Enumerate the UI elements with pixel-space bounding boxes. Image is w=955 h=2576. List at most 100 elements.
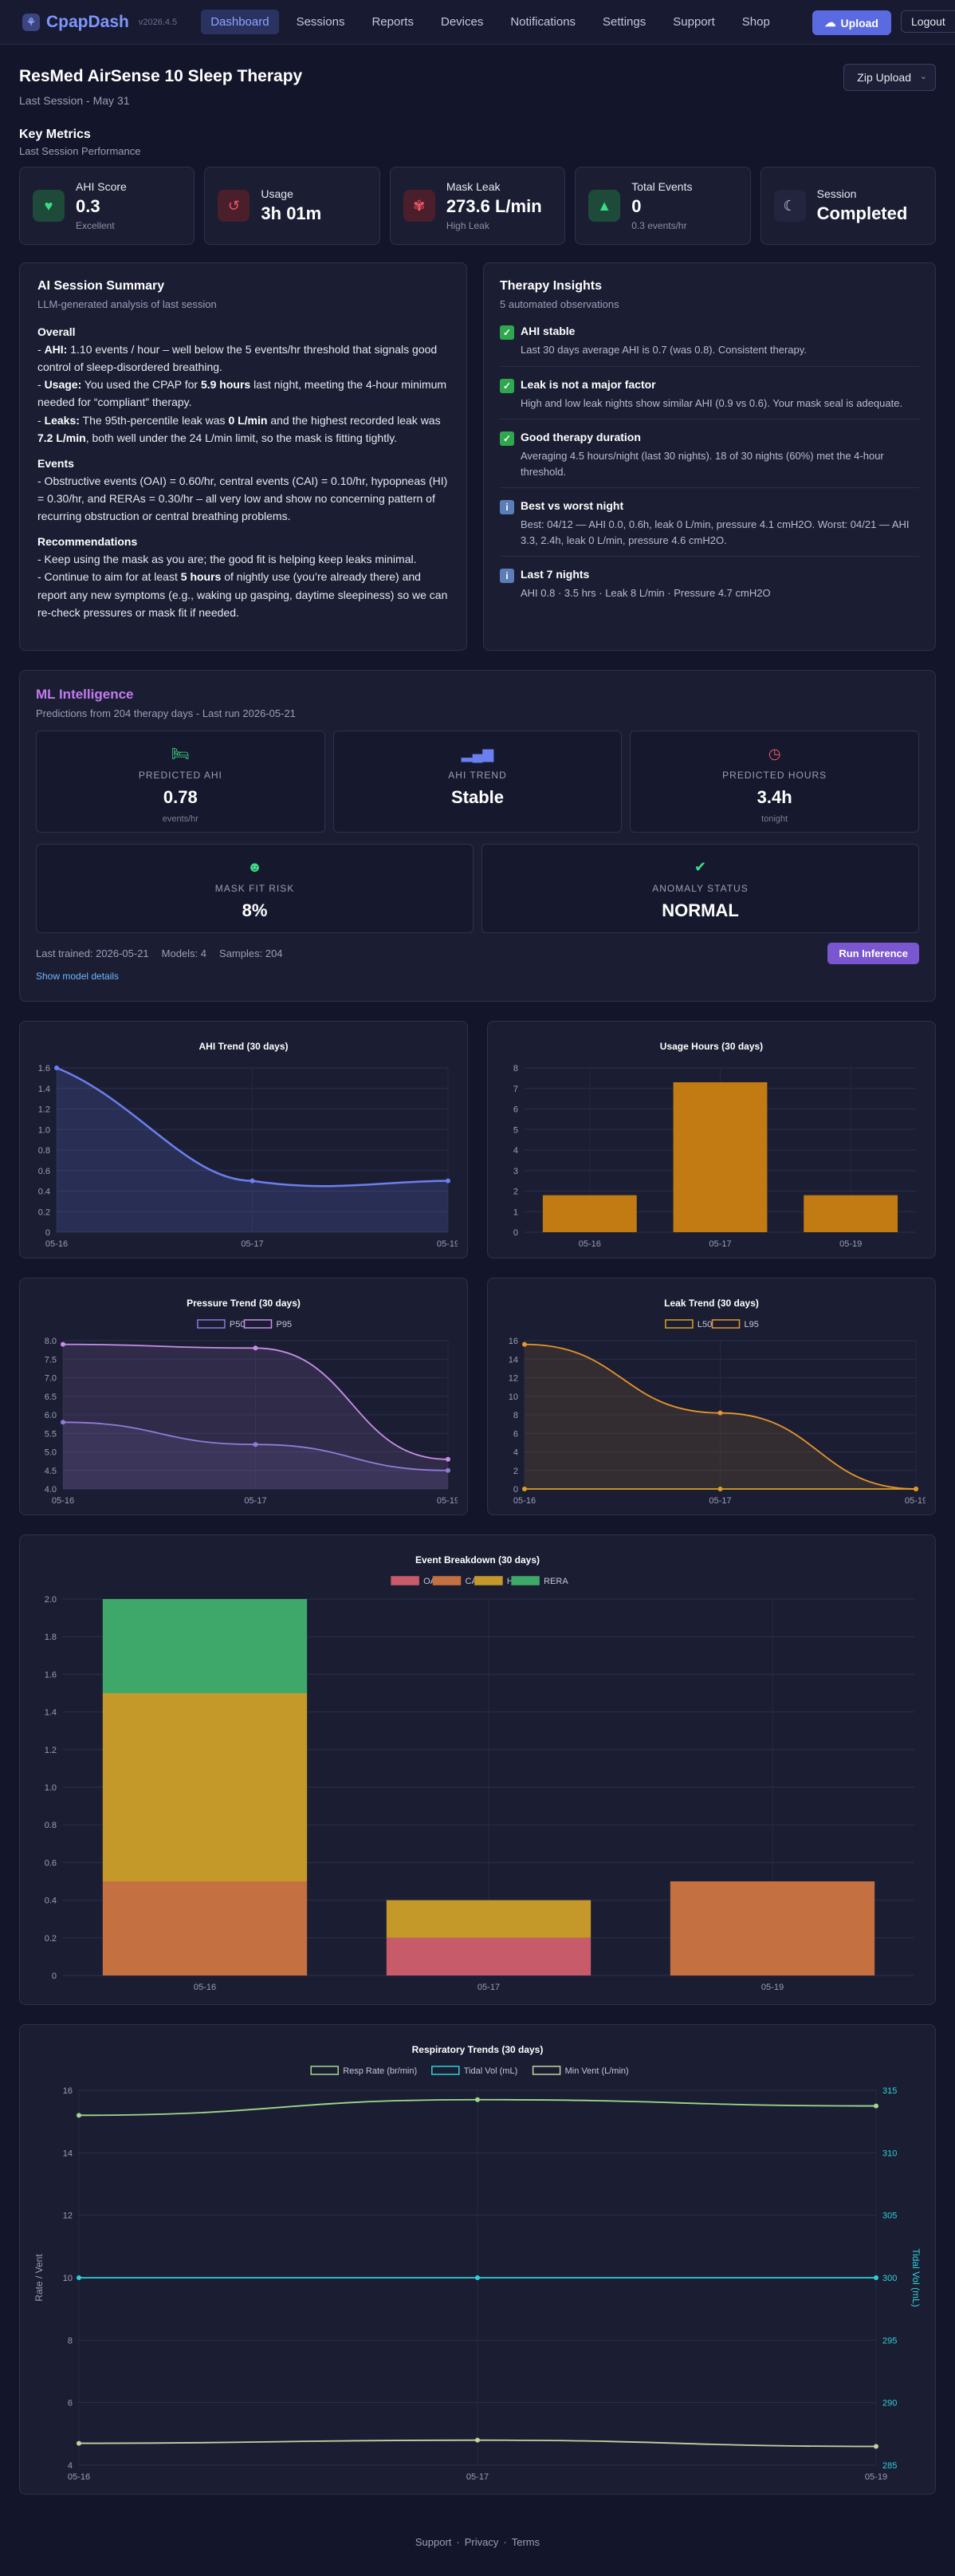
summary-row: AI Session Summary LLM-generated analysi… — [19, 262, 936, 651]
y-tick-label: 0.4 — [38, 1188, 50, 1197]
insight-item: ✓ AHI stable Last 30 days average AHI is 0… — [500, 313, 919, 367]
y2-tick-label: 300 — [882, 2274, 897, 2283]
series-line — [62, 1343, 449, 1460]
y-tick-label: 1.0 — [45, 1783, 57, 1793]
y-tick-label: 1.8 — [45, 1633, 57, 1642]
legend-label: P95 — [277, 1320, 293, 1329]
run-inference-button[interactable]: Run Inference — [827, 943, 919, 964]
y-tick-label: 8 — [68, 2336, 73, 2346]
x-tick-label: 05-19 — [437, 1496, 458, 1506]
check-circle-icon: ✔ — [694, 859, 707, 875]
ahi-trend-box: ▂▄▆ AHI TREND Stable — [332, 731, 623, 833]
x-tick-label: 05-17 — [241, 1239, 263, 1249]
y-tick-label: 0.6 — [45, 1858, 57, 1868]
x-tick-label: 05-19 — [761, 1983, 784, 1992]
nav-reports[interactable]: Reports — [371, 15, 414, 29]
version-label: v2026.4.5 — [138, 17, 178, 27]
y-tick-label: 0 — [52, 1971, 57, 1981]
y2-tick-label: 315 — [882, 2086, 897, 2096]
respiratory-trends-chart: Respiratory Trends (30 days) 4 6 8 10 12 14 16… — [19, 2024, 936, 2495]
stacked-bar-segment — [102, 1693, 308, 1881]
data-point — [874, 2444, 878, 2449]
nav-settings[interactable]: Settings — [603, 15, 646, 29]
stacked-bar-segment — [102, 1599, 308, 1693]
nav-devices[interactable]: Devices — [440, 15, 484, 29]
y-tick-label: 4 — [513, 1146, 518, 1156]
footer-separator: · — [503, 2536, 507, 2548]
summary-line: - Obstructive events (OAI) = 0.60/hr, ce… — [37, 474, 448, 523]
y-tick-label: 3 — [513, 1167, 518, 1176]
metric-ahi: ♥ AHI Score 0.3 Excellent — [19, 167, 195, 245]
data-point — [446, 1178, 450, 1184]
metric-label: Session — [816, 187, 857, 200]
legend-label: L50 — [698, 1320, 712, 1329]
chart-title: Leak Trend (30 days) — [664, 1298, 759, 1309]
y-tick-label: 1.6 — [38, 1064, 50, 1073]
y-tick-label: 10 — [509, 1392, 518, 1402]
nav-sessions[interactable]: Sessions — [296, 15, 345, 29]
nav-dashboard[interactable]: Dashboard — [201, 10, 279, 34]
legend-swatch — [431, 2066, 460, 2075]
metric-session: ☾ Session Completed — [760, 167, 937, 245]
y-tick-label: 0.4 — [45, 1897, 57, 1906]
leak-trend-chart: Leak Trend (30 days) 0 2 4 6 8 10 12 14 16 05-16 0… — [487, 1278, 936, 1515]
footer-terms-link[interactable]: Terms — [511, 2536, 540, 2548]
brand[interactable]: ⚘ CpapDash v2026.4.5 — [22, 13, 177, 32]
insight-text: Averaging 4.5 hours/night (last 30 night… — [521, 450, 884, 478]
last-trained: Last trained: 2026-05-21 — [36, 947, 149, 959]
page-title: ResMed AirSense 10 Sleep Therapy — [19, 67, 303, 85]
ahi-trend-chart: AHI Trend (30 days) 0 0.2 0.4 0.6 0.8 1.0 1.2 1… — [19, 1021, 468, 1258]
respiratory-trends-svg: 4 6 8 10 12 14 16 05-16 05-17 05-19 Resp Rate (br/… — [33, 2066, 922, 2482]
x-tick-label: 05-16 — [194, 1983, 216, 1992]
data-point — [874, 2275, 878, 2280]
card-title: AI Session Summary — [37, 279, 165, 293]
check-icon: ✓ — [500, 378, 514, 393]
logout-button[interactable]: Logout — [901, 10, 955, 33]
y-tick-label: 12 — [509, 1374, 518, 1384]
y-tick-label: 16 — [63, 2086, 73, 2096]
chart-title: Usage Hours (30 days) — [659, 1041, 764, 1052]
nav-shop[interactable]: Shop — [741, 15, 770, 29]
show-model-details-link[interactable]: Show model details — [36, 971, 120, 982]
y-tick-label: 4.5 — [45, 1467, 57, 1476]
zip-upload-dropdown[interactable]: Zip Upload ⌄ — [843, 64, 936, 91]
summary-body: Overall - AHI: 1.10 events / hour – well… — [37, 323, 449, 621]
legend-label: L95 — [745, 1320, 759, 1329]
overall-heading: Overall — [37, 325, 76, 338]
summary-line: - Leaks: The 95th-percentile leak was 0 … — [37, 413, 441, 444]
metric-leak: ✾ Mask Leak 273.6 L/min High Leak — [389, 167, 566, 245]
chart-title: Event Breakdown (30 days) — [415, 1554, 540, 1566]
insight-title: Leak is not a major factor — [521, 377, 656, 391]
legend-label: Resp Rate (br/min) — [343, 2066, 417, 2076]
stacked-bar-segment — [386, 1937, 591, 1975]
insight-text: Best: 04/12 — AHI 0.0, 0.6h, leak 0 L/mi… — [521, 518, 910, 546]
y-tick-label: 6 — [513, 1105, 518, 1115]
area-fill — [63, 1344, 448, 1489]
nav-support[interactable]: Support — [673, 15, 715, 29]
bar — [673, 1082, 768, 1232]
y2-tick-label: 285 — [882, 2461, 897, 2471]
footer-separator: · — [456, 2536, 460, 2548]
nav-notifications[interactable]: Notifications — [510, 15, 576, 29]
mask-fit-box: ☻ MASK FIT RISK 8% — [36, 844, 474, 933]
stacked-bar-segment — [102, 1881, 308, 1975]
ml-note: tonight — [761, 814, 788, 824]
footer-privacy-link[interactable]: Privacy — [464, 2536, 499, 2548]
top-nav: ⚘ CpapDash v2026.4.5 Dashboard Sessions … — [0, 0, 955, 45]
ml-label: PREDICTED HOURS — [722, 770, 827, 781]
ml-row-2: ☻ MASK FIT RISK 8% ✔ ANOMALY STATUS NORMAL — [36, 844, 919, 933]
legend-swatch — [532, 2066, 561, 2075]
ml-label: MASK FIT RISK — [214, 883, 295, 894]
y-tick-label: 4.0 — [45, 1485, 57, 1495]
metric-note: 0.3 events/hr — [631, 220, 687, 231]
y-tick-label: 0.8 — [38, 1146, 50, 1156]
metric-label: Total Events — [631, 180, 693, 193]
legend-swatch — [474, 1576, 503, 1585]
y-tick-label: 0 — [45, 1228, 50, 1238]
y2-tick-label: 295 — [882, 2336, 897, 2346]
samples-count: Samples: 204 — [219, 947, 283, 959]
y-tick-label: 2.0 — [45, 1595, 57, 1605]
chevron-down-icon: ⌄ — [919, 72, 927, 81]
footer-support-link[interactable]: Support — [415, 2536, 452, 2548]
upload-button[interactable]: ☁ Upload — [812, 10, 891, 35]
